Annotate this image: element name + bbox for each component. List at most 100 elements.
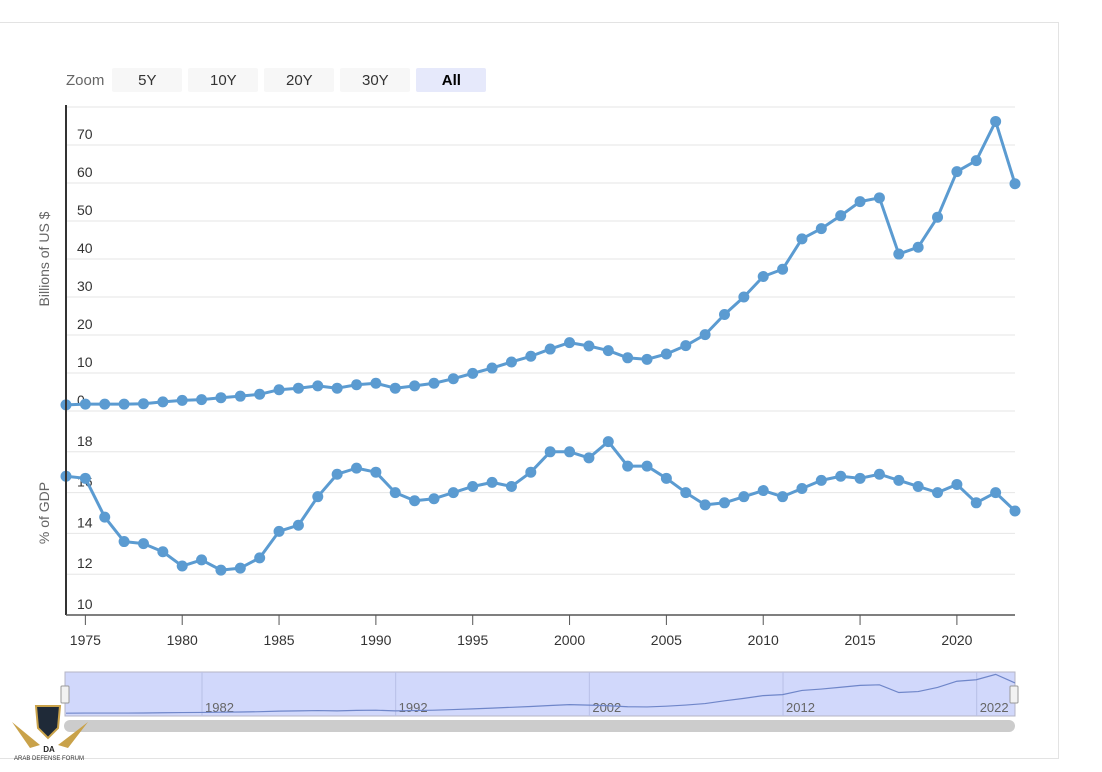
data-point[interactable] <box>273 525 285 537</box>
data-point[interactable] <box>564 337 576 349</box>
data-point[interactable] <box>699 329 711 341</box>
data-point[interactable] <box>331 468 343 480</box>
data-point[interactable] <box>176 560 188 572</box>
data-point[interactable] <box>990 487 1002 499</box>
data-point[interactable] <box>118 536 130 548</box>
data-point[interactable] <box>79 472 91 484</box>
data-point[interactable] <box>447 373 459 385</box>
zoom-20y-button[interactable]: 20Y <box>264 68 335 92</box>
data-point[interactable] <box>1009 505 1021 517</box>
data-point[interactable] <box>215 392 227 404</box>
data-point[interactable] <box>796 233 808 245</box>
data-point[interactable] <box>1009 178 1021 190</box>
data-point[interactable] <box>602 345 614 357</box>
data-point[interactable] <box>99 398 111 410</box>
data-point[interactable] <box>292 519 304 531</box>
data-point[interactable] <box>312 491 324 503</box>
data-point[interactable] <box>428 377 440 389</box>
data-point[interactable] <box>641 460 653 472</box>
data-point[interactable] <box>544 446 556 458</box>
data-point[interactable] <box>137 398 149 410</box>
data-point[interactable] <box>718 497 730 509</box>
data-point[interactable] <box>370 466 382 478</box>
data-point[interactable] <box>796 483 808 495</box>
data-point[interactable] <box>351 462 363 474</box>
data-point[interactable] <box>718 308 730 320</box>
data-point[interactable] <box>641 353 653 365</box>
data-point[interactable] <box>583 340 595 352</box>
data-point[interactable] <box>467 480 479 492</box>
data-point[interactable] <box>932 487 944 499</box>
data-point[interactable] <box>777 263 789 275</box>
data-point[interactable] <box>932 211 944 223</box>
navigator[interactable]: 1982 1992 2002 2012 2022 <box>60 671 1019 717</box>
data-point[interactable] <box>312 380 324 392</box>
data-point[interactable] <box>970 497 982 509</box>
data-point[interactable] <box>137 538 149 550</box>
data-point[interactable] <box>583 452 595 464</box>
data-point[interactable] <box>815 223 827 235</box>
data-point[interactable] <box>254 388 266 400</box>
data-point[interactable] <box>854 196 866 208</box>
data-point[interactable] <box>893 248 905 260</box>
data-point[interactable] <box>409 380 421 392</box>
data-point[interactable] <box>525 466 537 478</box>
data-point[interactable] <box>757 485 769 497</box>
data-point[interactable] <box>447 487 459 499</box>
data-point[interactable] <box>99 511 111 523</box>
zoom-10y-button[interactable]: 10Y <box>188 68 259 92</box>
zoom-all-button[interactable]: All <box>416 68 487 92</box>
data-point[interactable] <box>351 379 363 391</box>
data-point[interactable] <box>486 362 498 374</box>
data-point[interactable] <box>951 478 963 490</box>
data-point[interactable] <box>912 480 924 492</box>
data-point[interactable] <box>777 491 789 503</box>
data-point[interactable] <box>196 394 208 406</box>
data-point[interactable] <box>544 343 556 355</box>
data-point[interactable] <box>815 474 827 486</box>
data-point[interactable] <box>389 382 401 394</box>
data-point[interactable] <box>660 348 672 360</box>
data-point[interactable] <box>157 546 169 558</box>
navigator-right-handle[interactable] <box>1009 685 1019 704</box>
data-point[interactable] <box>738 491 750 503</box>
data-point[interactable] <box>292 382 304 394</box>
data-point[interactable] <box>990 115 1002 127</box>
data-point[interactable] <box>873 192 885 204</box>
scrollbar[interactable] <box>64 720 1015 732</box>
data-point[interactable] <box>680 487 692 499</box>
data-point[interactable] <box>680 340 692 352</box>
data-point[interactable] <box>738 291 750 303</box>
data-point[interactable] <box>331 382 343 394</box>
data-point[interactable] <box>176 394 188 406</box>
data-point[interactable] <box>118 398 130 410</box>
data-point[interactable] <box>389 487 401 499</box>
data-point[interactable] <box>157 396 169 408</box>
data-point[interactable] <box>835 470 847 482</box>
data-point[interactable] <box>273 384 285 396</box>
data-point[interactable] <box>234 562 246 574</box>
data-point[interactable] <box>699 499 711 511</box>
data-point[interactable] <box>486 476 498 488</box>
data-point[interactable] <box>602 436 614 448</box>
data-point[interactable] <box>525 350 537 362</box>
zoom-5y-button[interactable]: 5Y <box>112 68 183 92</box>
data-point[interactable] <box>835 210 847 222</box>
data-point[interactable] <box>505 356 517 368</box>
zoom-30y-button[interactable]: 30Y <box>340 68 411 92</box>
data-point[interactable] <box>409 495 421 507</box>
data-point[interactable] <box>505 480 517 492</box>
data-point[interactable] <box>873 468 885 480</box>
data-point[interactable] <box>428 493 440 505</box>
data-point[interactable] <box>467 367 479 379</box>
navigator-left-handle[interactable] <box>60 685 70 704</box>
navigator-selection[interactable] <box>64 671 1016 717</box>
data-point[interactable] <box>757 270 769 282</box>
data-point[interactable] <box>196 554 208 566</box>
data-point[interactable] <box>254 552 266 564</box>
data-point[interactable] <box>912 241 924 253</box>
data-point[interactable] <box>370 377 382 389</box>
data-point[interactable] <box>564 446 576 458</box>
data-point[interactable] <box>234 390 246 402</box>
data-point[interactable] <box>854 472 866 484</box>
